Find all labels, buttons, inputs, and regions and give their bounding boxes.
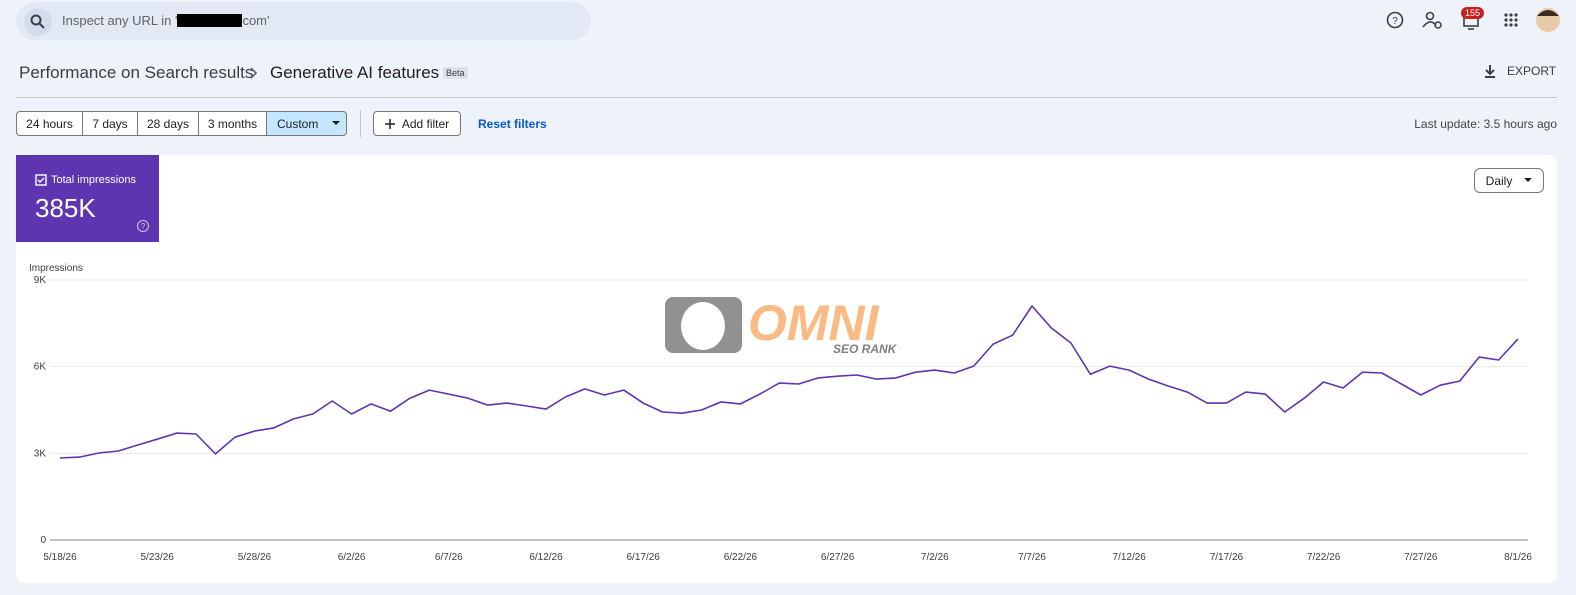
metric-help-icon[interactable]: ? <box>136 219 150 233</box>
apps-icon[interactable] <box>1504 13 1518 27</box>
last-update: Last update: 3.5 hours ago <box>1414 117 1557 131</box>
x-tick-label: 7/2/26 <box>921 552 949 563</box>
caret <box>1524 178 1533 182</box>
x-tick-label: 5/23/26 <box>141 552 175 563</box>
add-filter-button[interactable]: Add filter <box>373 111 461 136</box>
beta-badge: Beta <box>443 67 468 79</box>
x-tick-label: 5/28/26 <box>238 552 272 563</box>
redaction <box>177 14 243 27</box>
search-placeholder: Inspect any URL in ' com' <box>62 13 270 28</box>
divider <box>16 97 1557 98</box>
series-line <box>59 305 1519 459</box>
range-button[interactable]: 28 days <box>137 111 198 136</box>
breadcrumb-chevron <box>250 67 258 79</box>
help-icon[interactable]: ? <box>1386 11 1404 29</box>
breadcrumb-parent[interactable]: Performance on Search results <box>19 63 254 82</box>
watermark: OMNI SEO RANK <box>665 295 898 356</box>
add-filter-label: Add filter <box>401 116 450 131</box>
svg-text:?: ? <box>141 222 146 231</box>
x-tick-label: 7/27/26 <box>1404 552 1438 563</box>
plus-icon <box>384 118 395 129</box>
x-tick-label: 7/22/26 <box>1307 552 1341 563</box>
metric-card[interactable]: Total impressions 385K ? <box>16 155 159 242</box>
range-button[interactable]: 3 months <box>198 111 266 136</box>
separator <box>360 110 361 137</box>
caret <box>332 121 341 125</box>
x-tick-label: 7/7/26 <box>1018 552 1046 563</box>
user-settings-icon[interactable] <box>1422 11 1442 29</box>
x-tick-label: 6/2/26 <box>338 552 366 563</box>
watermark-tagline: SEO RANK <box>833 342 898 356</box>
x-tick-label: 6/22/26 <box>724 552 758 563</box>
x-tick-label: 6/7/26 <box>435 552 463 563</box>
date-range-group: 24 hours 7 days 28 days 3 months Custom <box>16 111 347 136</box>
y-tick-label: 9K <box>34 275 47 286</box>
x-tick-label: 6/17/26 <box>627 552 661 563</box>
granularity-dropdown[interactable]: Daily <box>1474 168 1544 193</box>
y-tick-label: 0 <box>40 535 46 546</box>
reset-filters[interactable]: Reset filters <box>478 117 547 131</box>
watermark-brand: OMNI <box>748 295 880 351</box>
x-tick-label: 6/12/26 <box>529 552 563 563</box>
range-button[interactable]: 7 days <box>82 111 137 136</box>
x-tick-label: 6/27/26 <box>821 552 855 563</box>
x-tick-label: 7/17/26 <box>1210 552 1244 563</box>
x-tick-label: 7/12/26 <box>1113 552 1147 563</box>
range-label: Custom <box>277 116 319 131</box>
search-icon <box>24 8 52 36</box>
x-tick-label: 8/1/26 <box>1504 552 1532 563</box>
y-tick-label: 3K <box>34 448 47 459</box>
metric-value: 385K <box>35 193 96 223</box>
search-bar[interactable]: Inspect any URL in ' com' <box>16 2 591 40</box>
y-axis-title: Impressions <box>29 263 83 274</box>
checkbox <box>35 174 47 186</box>
avatar[interactable] <box>1536 8 1560 32</box>
svg-text:?: ? <box>1392 16 1398 27</box>
metric-label: Total impressions <box>51 174 136 186</box>
chart-card <box>16 155 1557 583</box>
x-tick-label: 5/18/26 <box>43 552 77 563</box>
download-icon <box>1485 65 1495 78</box>
range-button[interactable]: 24 hours <box>16 111 82 136</box>
search-prefix: Inspect any URL in ' <box>62 13 178 28</box>
header-icons: ? <box>1386 8 1560 32</box>
breadcrumb-current: Generative AI features <box>270 63 440 82</box>
watermark-mascot <box>681 302 725 350</box>
notification-badge: 155 <box>1461 7 1485 19</box>
y-tick-label: 6K <box>34 362 47 373</box>
search-suffix: com' <box>242 13 270 28</box>
range-button-selected[interactable]: Custom <box>266 111 347 136</box>
export-label: EXPORT <box>1507 64 1557 78</box>
export-button[interactable]: EXPORT <box>1482 63 1556 79</box>
granularity-label: Daily <box>1485 173 1513 188</box>
